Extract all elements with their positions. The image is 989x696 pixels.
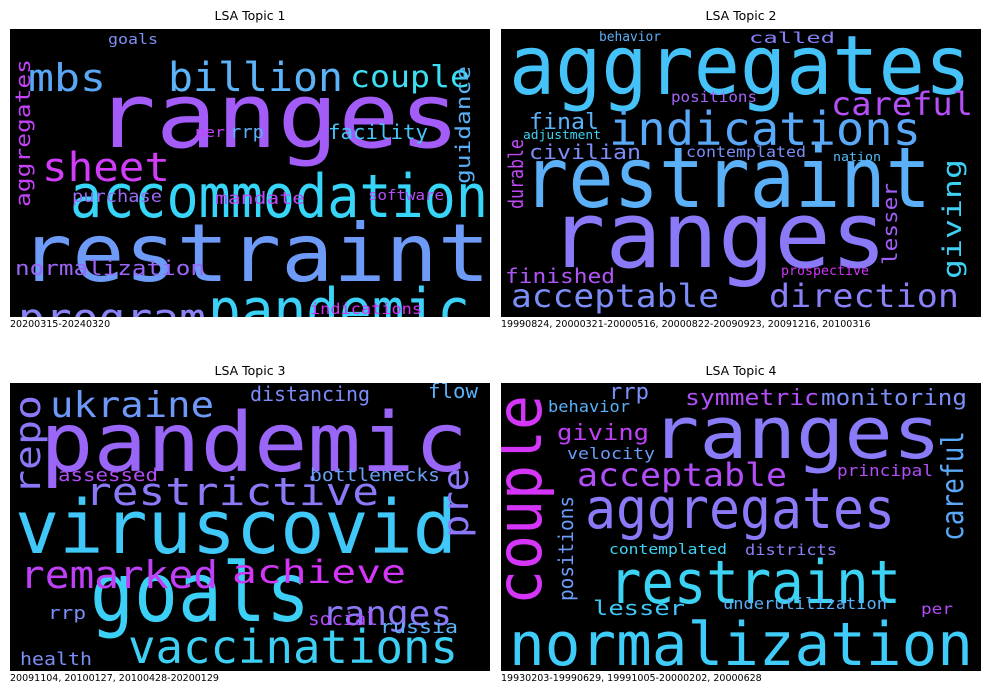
word-flow: flow	[428, 383, 479, 403]
word-aggregates: aggregates	[509, 29, 971, 114]
panel-2-caption: 19990824, 20000321-20000516, 20000822-20…	[501, 319, 871, 330]
word-final: final	[529, 110, 599, 135]
word-purchase: purchase	[72, 187, 162, 207]
word-districts: districts	[745, 541, 837, 559]
word-mandate: mandate	[215, 189, 305, 209]
panel-4-caption: 19930203-19990629, 19991005-20000202, 20…	[501, 673, 762, 684]
word-lesser: lesser	[593, 596, 685, 620]
word-restraint: restraint	[523, 129, 931, 227]
word-restraint: restraint	[609, 548, 901, 618]
word-normalization: normalization	[509, 610, 973, 671]
word-civilian: civilian	[529, 140, 641, 164]
word-restraint: restraint	[20, 207, 490, 300]
panel-1-title: LSA Topic 1	[214, 8, 286, 23]
word-direction: direction	[769, 277, 959, 315]
word-symmetric: symmetric	[685, 386, 819, 411]
word-sheet: sheet	[42, 145, 170, 191]
wordcloud-panel-1: ranges restraint accommodation pandemic bill…	[10, 29, 490, 317]
word-distancing: distancing	[250, 383, 370, 406]
word-contemplated: contemplated	[609, 542, 727, 558]
word-prospective: prospective	[781, 264, 869, 279]
word-aggregates: aggregates	[11, 59, 35, 207]
word-couple: couple	[501, 395, 556, 605]
word-couple: couple	[350, 60, 470, 95]
word-finished: finished	[505, 264, 615, 288]
word-vaccinations: vaccinations	[128, 620, 458, 671]
word-bottlenecks: bottlenecks	[310, 465, 440, 486]
word-mbs: mbs	[28, 56, 106, 100]
word-monitoring: monitoring	[821, 386, 967, 411]
word-russia: russia	[380, 617, 458, 638]
word-pandemic: pandemic	[208, 276, 470, 317]
word-durable: durable	[504, 139, 528, 209]
word-acceptable: acceptable	[511, 277, 719, 315]
word-indications: indications	[609, 102, 921, 156]
word-goals: goals	[90, 546, 310, 641]
panel-1-caption: 20200315-20240320	[10, 319, 111, 330]
word-software: software	[368, 188, 444, 204]
word-ranges: ranges	[322, 594, 452, 634]
word-program: program	[18, 294, 206, 317]
word-careful: careful	[936, 431, 971, 541]
wordcloud-panel-3: pandemic viruscovid goals vaccinations restr…	[10, 383, 490, 671]
word-pandemic: pandemic	[40, 396, 468, 491]
word-behavior: behavior	[599, 30, 661, 45]
word-called: called	[749, 29, 835, 47]
word-facility: facility	[328, 120, 428, 144]
word-aggregates: aggregates	[585, 477, 895, 542]
word-behavior: behavior	[548, 397, 630, 416]
word-ranges: ranges	[549, 182, 887, 289]
panel-3-title: LSA Topic 3	[214, 363, 286, 378]
word-guidance: guidance	[451, 66, 475, 184]
word-pre: pre	[436, 468, 477, 538]
word-social: social	[308, 609, 378, 630]
word-giving: giving	[938, 159, 968, 279]
word-positions: positions	[671, 88, 757, 106]
word-lesser: lesser	[878, 183, 902, 265]
word-assessed: assessed	[58, 465, 158, 486]
word-rrp: rrp	[609, 383, 649, 405]
word-careful: careful	[831, 85, 973, 123]
panel-2-title: LSA Topic 2	[705, 8, 777, 23]
word-per: per	[921, 600, 953, 618]
panel-3-caption: 20091104, 20100127, 20100428-20200129	[10, 673, 219, 684]
word-positions: positions	[554, 496, 578, 601]
word-velocity: velocity	[567, 444, 655, 463]
word-giving: giving	[557, 421, 649, 446]
word-restrictive: restrictive	[85, 470, 379, 514]
word-billion: billion	[168, 55, 343, 101]
panel-4-title: LSA Topic 4	[705, 363, 777, 378]
word-principal: principal	[837, 461, 933, 480]
word-goals: goals	[108, 32, 158, 48]
word-remarked: remarked	[20, 553, 218, 597]
word-ranges: ranges	[651, 391, 941, 475]
word-adjustment: adjustment	[523, 128, 601, 142]
wordcloud-svg-4: rangesaggregatesrestraintnormalizationco…	[501, 383, 973, 671]
word-viruscovid: viruscovid	[15, 485, 457, 571]
word-ranges: ranges	[95, 64, 460, 169]
word-achieve: achieve	[232, 553, 406, 591]
word-rrp: rrp	[48, 603, 86, 624]
word-indications: indications	[310, 300, 422, 317]
word-acceptable: acceptable	[577, 456, 787, 494]
word-rrp: rrp	[230, 122, 264, 143]
word-repo: repo	[10, 395, 49, 495]
wordcloud-panel-2: aggregates restraint ranges indications care…	[501, 29, 981, 317]
word-per: per	[195, 125, 225, 141]
word-nation: nation	[833, 150, 881, 164]
word-underutilization: underutilization	[723, 594, 887, 613]
word-ukraine: ukraine	[50, 385, 214, 426]
word-accommodation: accommodation	[70, 162, 488, 232]
word-health: health	[20, 649, 92, 670]
wordcloud-panel-4: ranges aggregates restraint normalization co…	[501, 383, 981, 671]
word-contemplated: contemplated	[686, 143, 806, 161]
word-normalization: normalization	[15, 256, 205, 280]
